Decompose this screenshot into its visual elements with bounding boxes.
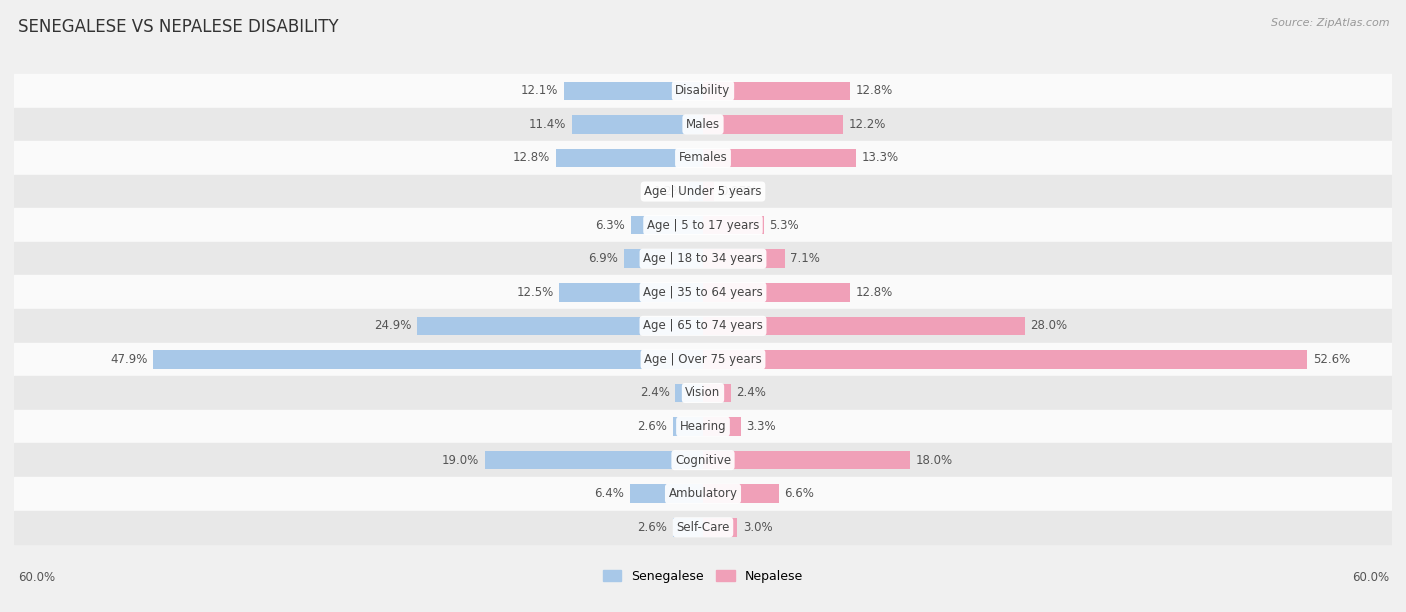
- Text: 12.8%: 12.8%: [856, 84, 893, 97]
- Text: 47.9%: 47.9%: [110, 353, 148, 366]
- Text: Age | 65 to 74 years: Age | 65 to 74 years: [643, 319, 763, 332]
- Bar: [689, 182, 703, 201]
- Text: Cognitive: Cognitive: [675, 453, 731, 466]
- Bar: [555, 149, 703, 167]
- Bar: [564, 81, 703, 100]
- Text: Age | 18 to 34 years: Age | 18 to 34 years: [643, 252, 763, 265]
- Bar: [703, 216, 763, 234]
- Bar: [703, 451, 910, 469]
- Text: 12.5%: 12.5%: [516, 286, 554, 299]
- Bar: [14, 175, 1392, 208]
- Text: 24.9%: 24.9%: [374, 319, 412, 332]
- Text: Females: Females: [679, 152, 727, 165]
- Bar: [14, 275, 1392, 309]
- Bar: [485, 451, 703, 469]
- Bar: [418, 316, 703, 335]
- Bar: [703, 518, 738, 537]
- Bar: [572, 115, 703, 133]
- Text: 19.0%: 19.0%: [441, 453, 479, 466]
- Text: Age | 5 to 17 years: Age | 5 to 17 years: [647, 218, 759, 231]
- Text: 18.0%: 18.0%: [915, 453, 952, 466]
- Text: 6.9%: 6.9%: [588, 252, 619, 265]
- Text: Age | Under 5 years: Age | Under 5 years: [644, 185, 762, 198]
- Bar: [703, 81, 851, 100]
- Bar: [630, 485, 703, 503]
- Text: Age | Over 75 years: Age | Over 75 years: [644, 353, 762, 366]
- Text: 12.1%: 12.1%: [522, 84, 558, 97]
- Bar: [703, 115, 844, 133]
- Text: 0.97%: 0.97%: [720, 185, 756, 198]
- Text: SENEGALESE VS NEPALESE DISABILITY: SENEGALESE VS NEPALESE DISABILITY: [18, 18, 339, 36]
- Bar: [14, 242, 1392, 275]
- Text: 6.4%: 6.4%: [593, 487, 624, 500]
- Text: Disability: Disability: [675, 84, 731, 97]
- Text: 7.1%: 7.1%: [790, 252, 820, 265]
- Text: Self-Care: Self-Care: [676, 521, 730, 534]
- Bar: [703, 350, 1308, 368]
- Text: 12.2%: 12.2%: [849, 118, 886, 131]
- Bar: [703, 417, 741, 436]
- Text: 28.0%: 28.0%: [1031, 319, 1067, 332]
- Bar: [14, 376, 1392, 410]
- Text: 12.8%: 12.8%: [856, 286, 893, 299]
- Bar: [14, 108, 1392, 141]
- Text: 6.6%: 6.6%: [785, 487, 814, 500]
- Bar: [703, 283, 851, 302]
- Text: 1.2%: 1.2%: [654, 185, 683, 198]
- Bar: [703, 316, 1025, 335]
- Text: 13.3%: 13.3%: [862, 152, 898, 165]
- Text: 60.0%: 60.0%: [1353, 572, 1389, 584]
- Bar: [14, 443, 1392, 477]
- Bar: [14, 74, 1392, 108]
- Text: Vision: Vision: [685, 387, 721, 400]
- Text: 2.6%: 2.6%: [637, 420, 668, 433]
- Text: 3.3%: 3.3%: [747, 420, 776, 433]
- Legend: Senegalese, Nepalese: Senegalese, Nepalese: [598, 565, 808, 588]
- Text: 11.4%: 11.4%: [529, 118, 567, 131]
- Text: Age | 35 to 64 years: Age | 35 to 64 years: [643, 286, 763, 299]
- Bar: [703, 384, 731, 402]
- Bar: [673, 417, 703, 436]
- Bar: [703, 250, 785, 268]
- Text: Ambulatory: Ambulatory: [668, 487, 738, 500]
- Bar: [624, 250, 703, 268]
- Bar: [14, 510, 1392, 544]
- Bar: [703, 485, 779, 503]
- Text: 3.0%: 3.0%: [744, 521, 773, 534]
- Bar: [703, 149, 856, 167]
- Bar: [153, 350, 703, 368]
- Text: 60.0%: 60.0%: [18, 572, 55, 584]
- Bar: [673, 518, 703, 537]
- Bar: [703, 182, 714, 201]
- Text: Source: ZipAtlas.com: Source: ZipAtlas.com: [1271, 18, 1389, 28]
- Bar: [14, 141, 1392, 175]
- Text: 2.6%: 2.6%: [637, 521, 668, 534]
- Text: 52.6%: 52.6%: [1313, 353, 1350, 366]
- Bar: [631, 216, 703, 234]
- Text: 2.4%: 2.4%: [737, 387, 766, 400]
- Text: Males: Males: [686, 118, 720, 131]
- Bar: [14, 309, 1392, 343]
- Text: 2.4%: 2.4%: [640, 387, 669, 400]
- Text: Hearing: Hearing: [679, 420, 727, 433]
- Text: 6.3%: 6.3%: [595, 218, 624, 231]
- Bar: [14, 208, 1392, 242]
- Text: 5.3%: 5.3%: [769, 218, 799, 231]
- Bar: [14, 343, 1392, 376]
- Text: 12.8%: 12.8%: [513, 152, 550, 165]
- Bar: [675, 384, 703, 402]
- Bar: [560, 283, 703, 302]
- Bar: [14, 410, 1392, 443]
- Bar: [14, 477, 1392, 510]
